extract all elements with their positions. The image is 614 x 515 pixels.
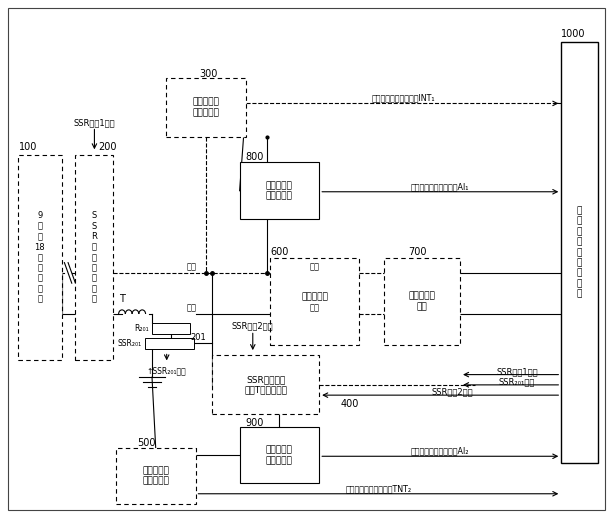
Bar	[76, 155, 114, 360]
Text: SSR₂₀₁: SSR₂₀₁	[117, 339, 142, 348]
Bar	[152, 323, 190, 334]
Text: 剩余电流峰
值检测模块: 剩余电流峰 值检测模块	[142, 466, 169, 486]
Text: 100: 100	[19, 142, 37, 152]
Text: 零线: 零线	[309, 262, 320, 271]
Text: 500: 500	[138, 438, 156, 449]
Text: T: T	[119, 294, 125, 303]
Text: 漏电保护器: 漏电保护器	[301, 293, 328, 301]
Text: 剩余电流峰值中断请求TNT₂: 剩余电流峰值中断请求TNT₂	[345, 484, 411, 493]
Text: 700: 700	[408, 247, 427, 258]
Text: 400: 400	[341, 399, 359, 409]
Bar	[166, 78, 246, 137]
Text: 火线: 火线	[187, 303, 197, 312]
Text: 火线: 火线	[309, 303, 320, 312]
Text: 300: 300	[200, 68, 218, 79]
Bar	[384, 258, 460, 345]
Bar	[18, 155, 62, 360]
Text: SSR阵列2控制: SSR阵列2控制	[232, 322, 274, 331]
Bar	[239, 162, 319, 219]
Text: 负载电流调
理采样模块: 负载电流调 理采样模块	[266, 181, 293, 200]
Text: 剩余电流调
理采样模块: 剩余电流调 理采样模块	[266, 445, 293, 465]
Text: 600: 600	[270, 247, 289, 258]
Text: 漏电保护器
负载: 漏电保护器 负载	[408, 291, 435, 311]
Bar	[561, 42, 598, 463]
Text: SSR阵列1控制: SSR阵列1控制	[74, 118, 115, 127]
Text: SSR阵列剩余
电流T型调流模块: SSR阵列剩余 电流T型调流模块	[244, 375, 287, 394]
Bar	[212, 355, 319, 414]
Bar	[145, 338, 193, 349]
Text: SSR阵列2控制: SSR阵列2控制	[432, 388, 473, 397]
Text: 800: 800	[246, 152, 264, 162]
Text: SSR₂₀₁控制: SSR₂₀₁控制	[499, 377, 535, 386]
Text: 1000: 1000	[561, 29, 586, 39]
Text: SSR阵列1控制: SSR阵列1控制	[496, 367, 538, 376]
Text: 9
绕
组
18
抽
头
变
压
器: 9 绕 组 18 抽 头 变 压 器	[34, 211, 45, 304]
Text: 900: 900	[246, 418, 264, 428]
Text: ↑SSR₂₀₁控制: ↑SSR₂₀₁控制	[147, 366, 187, 375]
Text: S
S
R
阵
列
的
调
压
器: S S R 阵 列 的 调 压 器	[91, 211, 98, 304]
Text: 负载电流过零中断请求INT₁: 负载电流过零中断请求INT₁	[371, 94, 435, 103]
Text: 漏电保护器负载电流值AI₁: 漏电保护器负载电流值AI₁	[411, 182, 470, 191]
Text: 200: 200	[99, 142, 117, 152]
Text: R₂₀₁: R₂₀₁	[134, 324, 149, 333]
Text: 负载电流过
零检测模块: 负载电流过 零检测模块	[192, 97, 219, 117]
Bar	[270, 258, 359, 345]
Bar	[116, 448, 195, 504]
Text: 采
集
处
理
和
控
制
模
块: 采 集 处 理 和 控 制 模 块	[577, 207, 582, 299]
Text: 漏电保护器剩余电流值AI₂: 漏电保护器剩余电流值AI₂	[411, 447, 470, 456]
Text: 201: 201	[191, 333, 206, 341]
Text: 零线: 零线	[187, 262, 197, 271]
Bar	[239, 427, 319, 484]
